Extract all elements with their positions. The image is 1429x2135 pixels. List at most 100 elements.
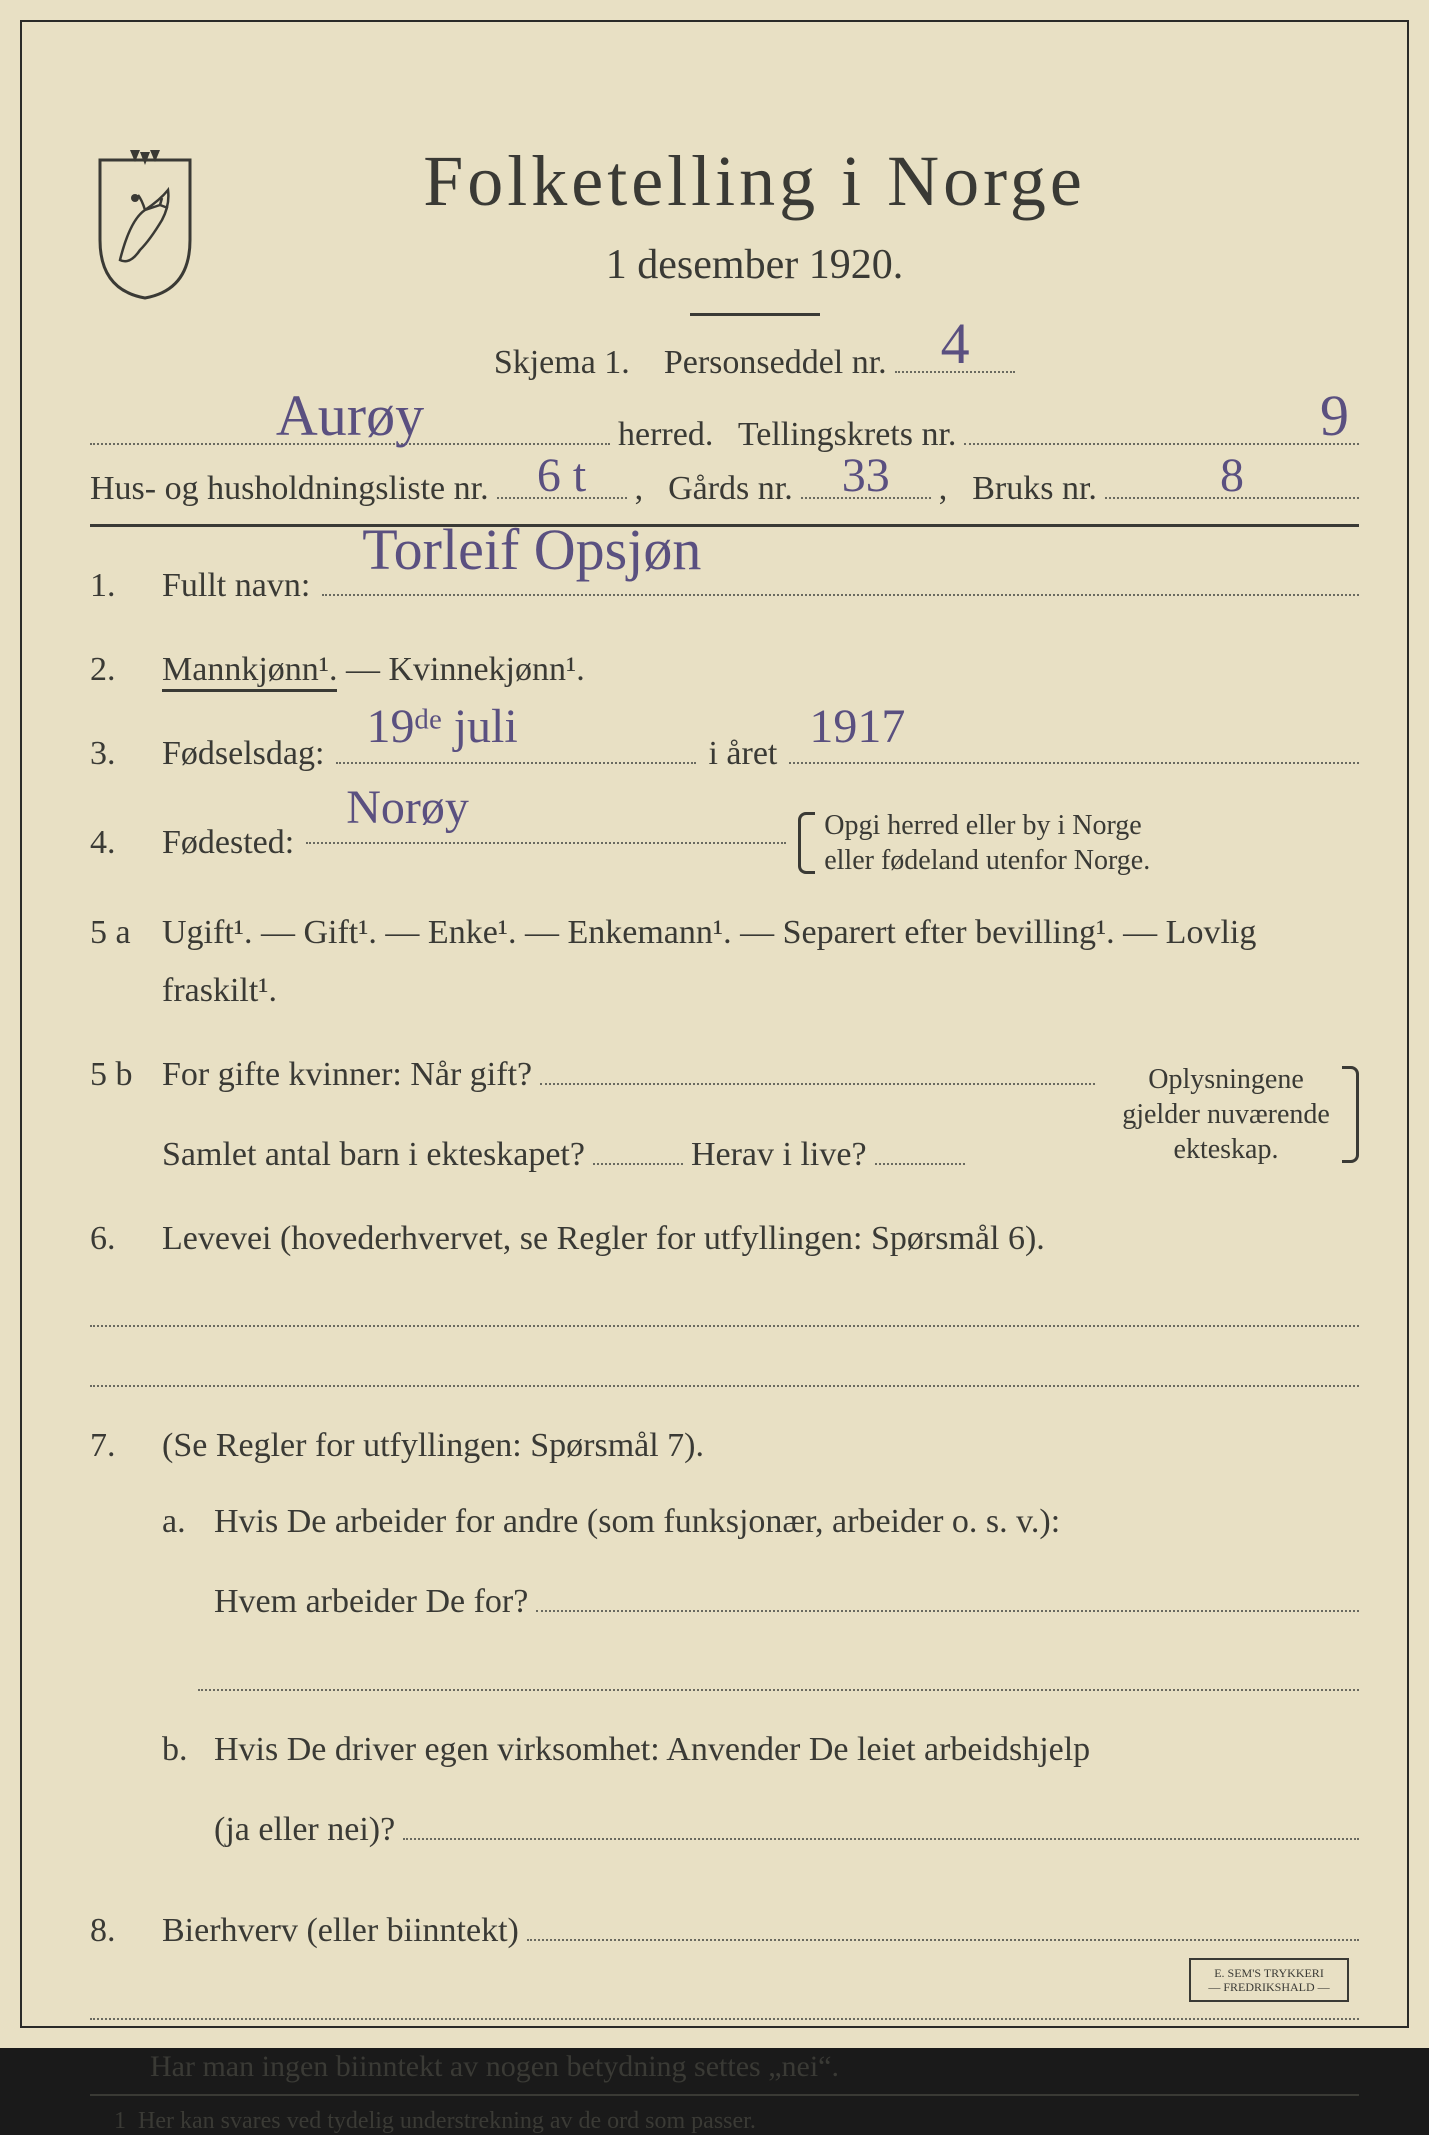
q8-num: 8. — [90, 1902, 146, 1960]
q1-num: 1. — [90, 557, 146, 615]
q7b-text2: (ja eller nei)? — [214, 1801, 395, 1859]
q3-day-field[interactable]: 19ᵈᵉ juli — [336, 762, 696, 764]
footer-note: Har man ingen biinntekt av nogen betydni… — [150, 2050, 1359, 2084]
q5b-num: 5 b — [90, 1046, 146, 1104]
q7-intro: (Se Regler for utfyllingen: Spørsmål 7). — [162, 1417, 1359, 1475]
q4-value: Norøy — [346, 767, 469, 849]
gards-value: 33 — [842, 448, 890, 503]
q2-dash: — — [346, 651, 389, 688]
q5b-ilive-field[interactable] — [875, 1163, 965, 1165]
q3-year-value: 1917 — [809, 686, 905, 768]
q5b-note: Oplysningene gjelder nuværende ekteskap. — [1119, 1062, 1359, 1167]
q7: 7. (Se Regler for utfyllingen: Spørsmål … — [90, 1417, 1359, 1876]
q2-mann[interactable]: Mannkjønn¹. — [162, 651, 337, 692]
q5b-line2a: Samlet antal barn i ekteskapet? — [162, 1126, 585, 1184]
q7b-field[interactable] — [403, 1838, 1359, 1840]
title-block: Folketelling i Norge 1 desember 1920. Sk… — [230, 140, 1359, 396]
q7a-text2: Hvem arbeider De for? — [214, 1573, 528, 1631]
bruks-label: Bruks nr. — [972, 470, 1097, 508]
q6-blank1[interactable] — [90, 1297, 1359, 1327]
hushold-field[interactable]: 6 t — [497, 497, 627, 499]
meta-row-hushold: Hus- og husholdningsliste nr. 6 t , Gård… — [90, 470, 1359, 508]
q5b: 5 b For gifte kvinner: Når gift? Samlet … — [90, 1046, 1359, 1184]
herred-value: Aurøy — [276, 382, 424, 449]
q2-num: 2. — [90, 641, 146, 699]
footer-rule — [90, 2094, 1359, 2096]
q2: 2. Mannkjønn¹. — Kvinnekjønn¹. — [90, 641, 1359, 699]
q5b-line2b: Herav i live? — [691, 1126, 867, 1184]
personseddel-label: Personseddel nr. — [664, 344, 887, 381]
q7b-letter: b. — [162, 1721, 198, 1779]
q4: 4. Fødested: Norøy Opgi herred eller by … — [90, 808, 1359, 878]
q7b-text1: Hvis De driver egen virksomhet: Anvender… — [214, 1721, 1359, 1779]
q2-kvinne[interactable]: Kvinnekjønn¹. — [388, 651, 584, 688]
q5b-barn-field[interactable] — [593, 1163, 683, 1165]
q8-field[interactable] — [527, 1939, 1359, 1941]
q3: 3. Fødselsdag: 19ᵈᵉ juli i året 1917 — [90, 725, 1359, 783]
meta-row-herred: Aurøy herred. Tellingskrets nr. 9 — [90, 416, 1359, 454]
hushold-value: 6 t — [537, 448, 586, 503]
title-rule — [690, 313, 820, 316]
subtitle: 1 desember 1920. — [230, 241, 1279, 289]
footnote-text: Her kan svares ved tydelig understreknin… — [138, 2108, 756, 2134]
stamp-l2: — FREDRIKSHALD — — [1208, 1980, 1329, 1994]
q3-num: 3. — [90, 725, 146, 783]
q6-text: Levevei (hovederhvervet, se Regler for u… — [162, 1210, 1359, 1268]
q8-blank[interactable] — [90, 1990, 1359, 2020]
q5b-gift-field[interactable] — [540, 1083, 1095, 1085]
personseddel-field[interactable]: 4 — [895, 371, 1015, 373]
q5b-text: For gifte kvinner: Når gift? Samlet anta… — [162, 1046, 1095, 1184]
q4-label: Fødested: — [162, 814, 294, 872]
herred-field[interactable]: Aurøy — [90, 443, 610, 445]
q3-iaret: i året — [708, 725, 777, 783]
q6-num: 6. — [90, 1210, 146, 1268]
q3-year-field[interactable]: 1917 — [789, 762, 1359, 764]
gards-field[interactable]: 33 — [801, 497, 931, 499]
q3-label: Fødselsdag: — [162, 725, 324, 783]
q8-label: Bierhverv (eller biinntekt) — [162, 1902, 519, 1960]
q6-blank2[interactable] — [90, 1357, 1359, 1387]
stamp-l1: E. SEM'S TRYKKERI — [1214, 1966, 1324, 1980]
herred-label: herred. — [618, 416, 713, 454]
q5a-text[interactable]: Ugift¹. — Gift¹. — Enke¹. — Enkemann¹. —… — [162, 904, 1359, 1020]
q1-field[interactable]: Torleif Opsjøn — [322, 594, 1359, 596]
q7a-field[interactable] — [536, 1610, 1359, 1612]
q7a: a. Hvis De arbeider for andre (som funks… — [162, 1493, 1359, 1631]
header: Folketelling i Norge 1 desember 1920. Sk… — [90, 140, 1359, 396]
skjema-label: Skjema 1. — [494, 344, 630, 381]
q5b-line1a: For gifte kvinner: Når gift? — [162, 1046, 532, 1104]
q7-num: 7. — [90, 1417, 146, 1475]
q5b-note-l2: gjelder nuværende — [1122, 1099, 1330, 1130]
q1-label: Fullt navn: — [162, 557, 310, 615]
q7a-text1: Hvis De arbeider for andre (som funksjon… — [214, 1493, 1359, 1551]
q3-day-value: 19ᵈᵉ juli — [366, 686, 517, 768]
q4-note-l1: Opgi herred eller by i Norge — [824, 810, 1142, 841]
q4-num: 4. — [90, 814, 146, 872]
q4-note-l2: eller fødeland utenfor Norge. — [824, 845, 1150, 876]
header-rule — [90, 524, 1359, 527]
printer-stamp: E. SEM'S TRYKKERI — FREDRIKSHALD — — [1189, 1958, 1349, 2002]
tellingskrets-value: 9 — [1320, 382, 1349, 449]
q7a-letter: a. — [162, 1493, 198, 1551]
meta-skjema-line: Skjema 1. Personseddel nr. 4 — [230, 344, 1279, 382]
q5a-num: 5 a — [90, 904, 146, 962]
q7a-blank[interactable] — [198, 1661, 1359, 1691]
q5b-note-l1: Oplysningene — [1148, 1064, 1304, 1095]
q5b-note-l3: ekteskap. — [1174, 1134, 1279, 1165]
q5a: 5 a Ugift¹. — Gift¹. — Enke¹. — Enkemann… — [90, 904, 1359, 1020]
tellingskrets-field[interactable]: 9 — [964, 443, 1359, 445]
bruks-field[interactable]: 8 — [1105, 497, 1359, 499]
personseddel-value: 4 — [941, 310, 970, 377]
footnote-num: 1 — [114, 2108, 126, 2134]
bruks-value: 8 — [1220, 448, 1244, 503]
main-title: Folketelling i Norge — [230, 140, 1279, 223]
q1-value: Torleif Opsjøn — [362, 501, 701, 600]
q8: 8. Bierhverv (eller biinntekt) — [90, 1902, 1359, 1960]
footnote: 1 Her kan svares ved tydelig understrekn… — [114, 2108, 1359, 2135]
q1: 1. Fullt navn: Torleif Opsjøn — [90, 557, 1359, 615]
census-form-page: Folketelling i Norge 1 desember 1920. Sk… — [0, 0, 1429, 2048]
q4-field[interactable]: Norøy — [306, 842, 786, 844]
coat-of-arms-icon — [90, 150, 200, 300]
q7b: b. Hvis De driver egen virksomhet: Anven… — [162, 1721, 1359, 1859]
q4-note: Opgi herred eller by i Norge eller fødel… — [798, 808, 1150, 878]
